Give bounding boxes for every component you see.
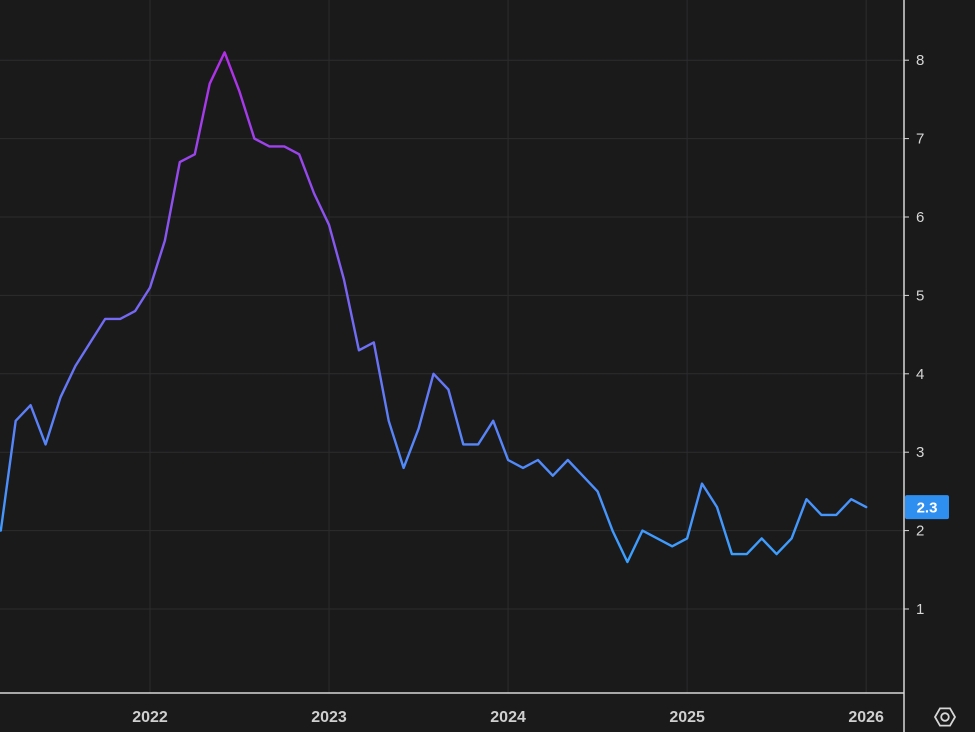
grid: [0, 0, 904, 693]
series-line: [0, 51, 868, 564]
settings-button[interactable]: [933, 707, 957, 727]
y-tick-label: 2: [916, 523, 924, 540]
axes: [0, 0, 905, 732]
y-tick-label: 5: [916, 287, 924, 304]
x-tick-label: 2025: [669, 709, 705, 726]
x-tick-label: 2022: [132, 709, 168, 726]
y-tick-label: 8: [916, 52, 924, 69]
series-layer: [0, 51, 868, 564]
y-axis-ticks: 1 2 3 4 5 6 7 8: [904, 52, 924, 618]
y-tick-label: 1: [916, 601, 924, 618]
y-tick-label: 6: [916, 209, 924, 226]
last-value-badge: 2.3: [905, 495, 949, 520]
x-tick-label: 2024: [490, 709, 526, 726]
last-value-label: 2.3: [917, 500, 938, 517]
y-tick-label: 7: [916, 131, 924, 148]
x-tick-label: 2026: [848, 709, 884, 726]
x-tick-label: 2023: [311, 709, 347, 726]
last-value-badge-bg: [905, 495, 949, 520]
y-tick-label: 3: [916, 444, 924, 461]
x-axis-ticks: 2022 2023 2024 2025 2026: [132, 709, 884, 726]
settings-gear-icon: [933, 707, 957, 727]
y-tick-label: 4: [916, 366, 924, 383]
